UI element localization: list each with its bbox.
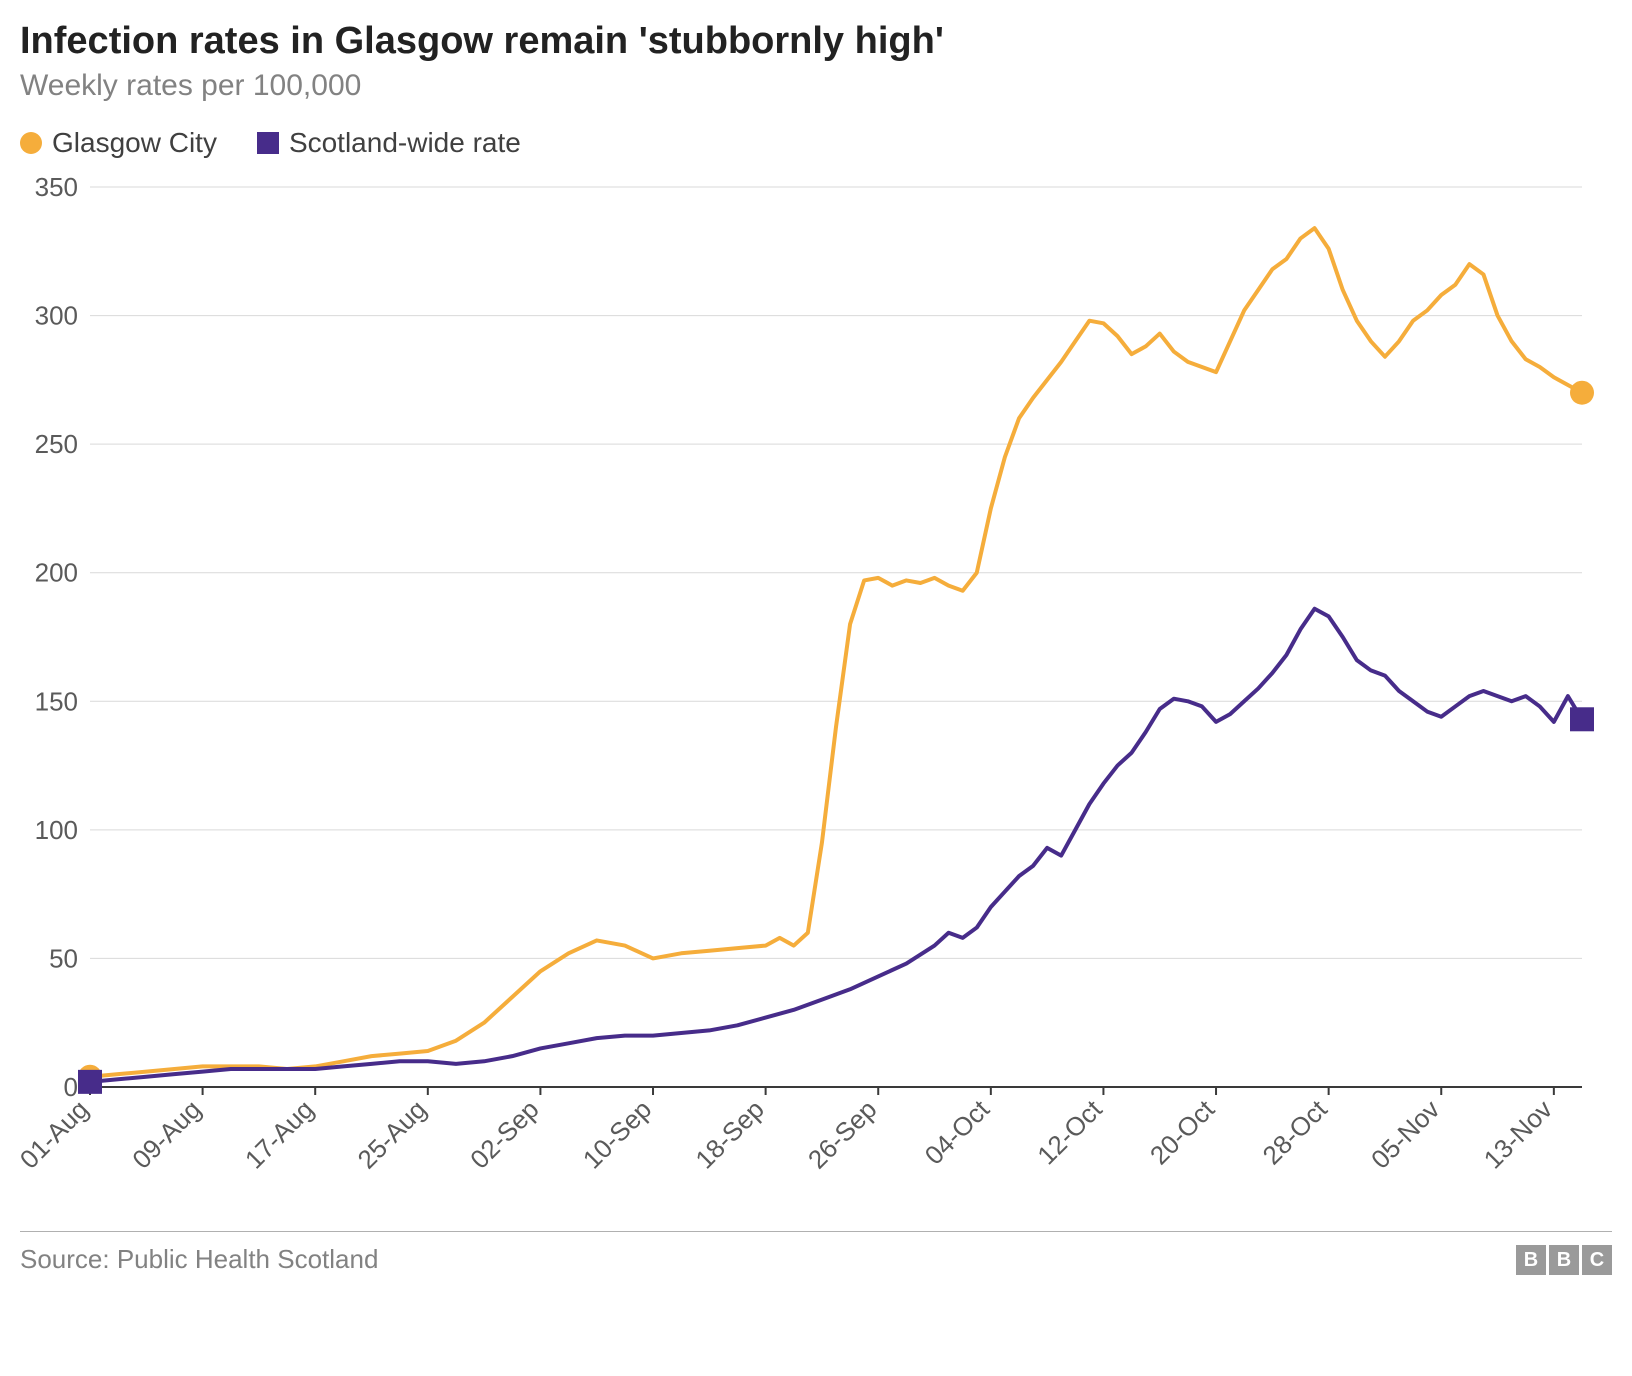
svg-text:200: 200 [35,558,78,588]
svg-text:150: 150 [35,686,78,716]
svg-text:02-Sep: 02-Sep [464,1094,544,1174]
svg-text:12-Oct: 12-Oct [1031,1093,1108,1170]
line-chart: 05010015020025030035001-Aug09-Aug17-Aug2… [20,177,1612,1217]
svg-text:100: 100 [35,815,78,845]
bbc-logo-letter: B [1549,1245,1579,1275]
bbc-logo: BBC [1516,1245,1612,1275]
circle-marker-icon [20,132,42,154]
svg-text:50: 50 [49,943,78,973]
square-marker-icon [257,132,279,154]
chart-subtitle: Weekly rates per 100,000 [20,69,1612,103]
legend-item: Scotland-wide rate [257,127,521,159]
chart-container: Infection rates in Glasgow remain 'stubb… [20,20,1612,1275]
svg-text:28-Oct: 28-Oct [1256,1093,1333,1170]
svg-text:01-Aug: 01-Aug [20,1094,94,1174]
legend-item: Glasgow City [20,127,217,159]
svg-text:13-Nov: 13-Nov [1478,1094,1558,1174]
series-end-marker-icon [1570,381,1594,405]
svg-text:04-Oct: 04-Oct [919,1093,996,1170]
series-end-marker-icon [1570,707,1594,731]
chart-title: Infection rates in Glasgow remain 'stubb… [20,20,1612,63]
series-line [90,609,1582,1082]
svg-text:350: 350 [35,177,78,202]
legend-label: Glasgow City [52,127,217,159]
series-end-marker-icon [78,1070,102,1094]
svg-text:17-Aug: 17-Aug [239,1094,319,1174]
svg-text:26-Sep: 26-Sep [802,1094,882,1174]
svg-text:20-Oct: 20-Oct [1144,1093,1221,1170]
svg-text:25-Aug: 25-Aug [352,1094,432,1174]
source-text: Source: Public Health Scotland [20,1244,378,1275]
legend-label: Scotland-wide rate [289,127,521,159]
legend: Glasgow City Scotland-wide rate [20,127,1612,159]
chart-footer: Source: Public Health Scotland BBC [20,1231,1612,1275]
svg-text:250: 250 [35,429,78,459]
bbc-logo-letter: C [1582,1245,1612,1275]
svg-text:09-Aug: 09-Aug [126,1094,206,1174]
series-line [90,228,1582,1077]
svg-text:10-Sep: 10-Sep [577,1094,657,1174]
bbc-logo-letter: B [1516,1245,1546,1275]
svg-text:05-Nov: 05-Nov [1365,1094,1445,1174]
svg-text:18-Sep: 18-Sep [689,1094,769,1174]
svg-text:300: 300 [35,301,78,331]
